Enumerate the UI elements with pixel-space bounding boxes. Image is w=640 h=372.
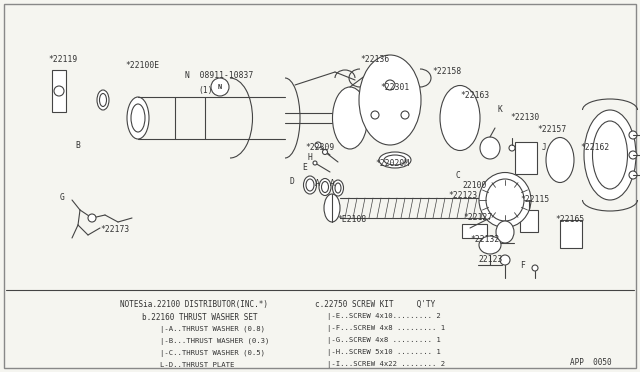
Text: H: H — [308, 154, 313, 163]
Text: *22158: *22158 — [432, 67, 461, 77]
Circle shape — [385, 80, 395, 90]
Text: |-F...SCREW 4x8 ......... 1: |-F...SCREW 4x8 ......... 1 — [327, 325, 445, 332]
Circle shape — [532, 265, 538, 271]
Ellipse shape — [99, 93, 106, 106]
Ellipse shape — [359, 55, 421, 145]
Ellipse shape — [440, 86, 480, 151]
Text: |-I...SCREW 4x22 ........ 2: |-I...SCREW 4x22 ........ 2 — [327, 361, 445, 368]
Circle shape — [401, 111, 409, 119]
Text: *22136: *22136 — [360, 55, 389, 64]
Text: A: A — [330, 180, 335, 189]
Circle shape — [211, 78, 229, 96]
Text: *22309: *22309 — [305, 144, 334, 153]
Text: B: B — [75, 141, 80, 150]
Text: |-H..SCREW 5x10 ........ 1: |-H..SCREW 5x10 ........ 1 — [327, 349, 441, 356]
Text: G: G — [60, 193, 65, 202]
Circle shape — [629, 171, 637, 179]
Text: b.22160 THRUST WASHER SET: b.22160 THRUST WASHER SET — [142, 313, 258, 322]
Text: *22162: *22162 — [580, 144, 609, 153]
Circle shape — [509, 145, 515, 151]
Text: APP  0050: APP 0050 — [570, 358, 612, 367]
Text: *22165: *22165 — [555, 215, 584, 224]
Circle shape — [88, 214, 96, 222]
Bar — [383, 68, 403, 86]
Text: *E2108: *E2108 — [337, 215, 366, 224]
Text: *22115: *22115 — [520, 196, 549, 205]
Text: *22132: *22132 — [470, 235, 499, 244]
Circle shape — [315, 142, 321, 148]
Ellipse shape — [593, 121, 627, 189]
Bar — [52, 70, 66, 112]
Text: |-C..THRUST WASHER (0.5): |-C..THRUST WASHER (0.5) — [160, 350, 265, 357]
Ellipse shape — [546, 138, 574, 183]
Ellipse shape — [303, 176, 317, 194]
Ellipse shape — [333, 180, 344, 196]
Ellipse shape — [131, 104, 145, 132]
Text: *22127: *22127 — [463, 214, 492, 222]
Text: *22301: *22301 — [380, 83, 409, 93]
Bar — [462, 224, 487, 238]
Text: NOTESia.22100 DISTRIBUTOR(INC.*): NOTESia.22100 DISTRIBUTOR(INC.*) — [120, 300, 268, 309]
Circle shape — [629, 131, 637, 139]
Text: C: C — [455, 170, 460, 180]
Text: *22100E: *22100E — [125, 61, 159, 70]
Circle shape — [371, 111, 379, 119]
Text: |-G..SCREW 4x8 ......... 1: |-G..SCREW 4x8 ......... 1 — [327, 337, 441, 344]
Bar — [515, 142, 537, 174]
Text: *22163: *22163 — [460, 90, 489, 99]
Text: |-B...THRUST WASHER (0.3): |-B...THRUST WASHER (0.3) — [160, 338, 269, 345]
Ellipse shape — [584, 110, 636, 200]
Ellipse shape — [97, 90, 109, 110]
Circle shape — [313, 161, 317, 165]
Text: |-E..SCREW 4x10......... 2: |-E..SCREW 4x10......... 2 — [327, 313, 441, 320]
Text: N: N — [218, 84, 222, 90]
Ellipse shape — [479, 173, 531, 228]
Text: K: K — [497, 106, 502, 115]
Text: 22123: 22123 — [478, 256, 502, 264]
Text: *22157: *22157 — [537, 125, 566, 135]
Ellipse shape — [333, 87, 367, 149]
Text: *22020M: *22020M — [375, 158, 409, 167]
Text: N  08911-10837: N 08911-10837 — [185, 71, 253, 80]
Ellipse shape — [479, 236, 501, 254]
Text: *22119: *22119 — [48, 55, 77, 64]
Circle shape — [323, 150, 328, 154]
Circle shape — [54, 86, 64, 96]
Bar — [560, 220, 582, 248]
Text: J: J — [542, 144, 547, 153]
Text: *22123: *22123 — [448, 190, 477, 199]
Circle shape — [500, 255, 510, 265]
Ellipse shape — [379, 152, 411, 168]
Text: *22173: *22173 — [100, 225, 129, 234]
Ellipse shape — [319, 179, 331, 196]
Text: A: A — [315, 180, 320, 189]
Text: E: E — [302, 164, 307, 173]
Text: |-A..THRUST WASHER (0.8): |-A..THRUST WASHER (0.8) — [160, 326, 265, 333]
Ellipse shape — [324, 194, 340, 222]
Text: F: F — [520, 260, 525, 269]
Ellipse shape — [496, 221, 514, 243]
Text: c.22750 SCREW KIT     Q'TY: c.22750 SCREW KIT Q'TY — [315, 300, 435, 309]
Text: (1): (1) — [198, 86, 212, 94]
Ellipse shape — [480, 137, 500, 159]
Text: *22130: *22130 — [510, 113, 540, 122]
Ellipse shape — [127, 97, 149, 139]
Text: D: D — [290, 177, 295, 186]
Text: 22100: 22100 — [462, 180, 486, 189]
Circle shape — [629, 151, 637, 159]
Bar — [520, 210, 538, 232]
Text: L-D..THRUST PLATE: L-D..THRUST PLATE — [160, 362, 234, 368]
